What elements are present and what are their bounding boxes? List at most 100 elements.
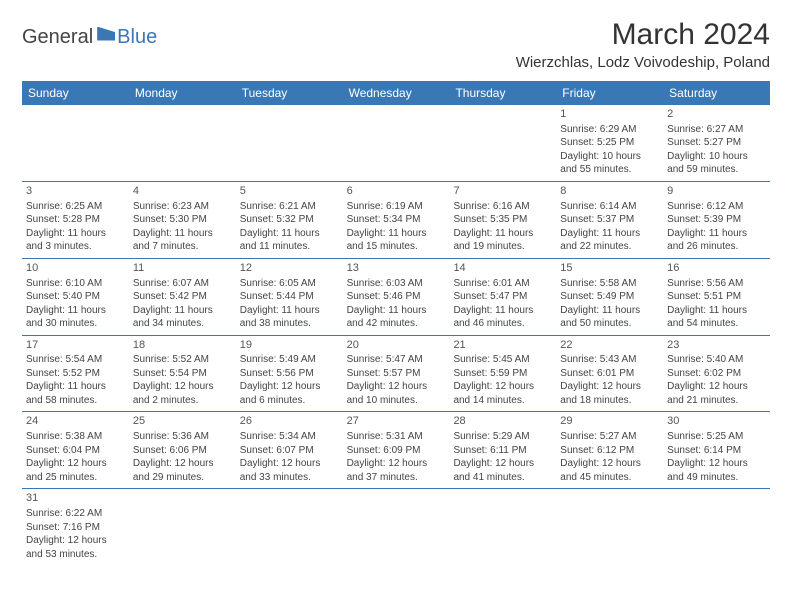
week-row: 31Sunrise: 6:22 AMSunset: 7:16 PMDayligh…: [22, 489, 770, 565]
day-number: 28: [453, 414, 552, 429]
day-number: 10: [26, 261, 125, 276]
day-cell-14: 14Sunrise: 6:01 AMSunset: 5:47 PMDayligh…: [449, 259, 556, 335]
day-cell-3: 3Sunrise: 6:25 AMSunset: 5:28 PMDaylight…: [22, 182, 129, 258]
day-cell-2: 2Sunrise: 6:27 AMSunset: 5:27 PMDaylight…: [663, 105, 770, 181]
daylight-text: Daylight: 11 hours and 7 minutes.: [133, 227, 232, 254]
sunset-text: Sunset: 5:52 PM: [26, 367, 125, 381]
day-header-friday: Friday: [556, 81, 663, 105]
day-cell-29: 29Sunrise: 5:27 AMSunset: 6:12 PMDayligh…: [556, 412, 663, 488]
daylight-text: Daylight: 11 hours and 46 minutes.: [453, 304, 552, 331]
sunset-text: Sunset: 6:12 PM: [560, 444, 659, 458]
day-number: 29: [560, 414, 659, 429]
day-cell-28: 28Sunrise: 5:29 AMSunset: 6:11 PMDayligh…: [449, 412, 556, 488]
day-cell-15: 15Sunrise: 5:58 AMSunset: 5:49 PMDayligh…: [556, 259, 663, 335]
sunrise-text: Sunrise: 5:45 AM: [453, 353, 552, 367]
day-number: 14: [453, 261, 552, 276]
day-cell-12: 12Sunrise: 6:05 AMSunset: 5:44 PMDayligh…: [236, 259, 343, 335]
daylight-text: Daylight: 11 hours and 34 minutes.: [133, 304, 232, 331]
sunrise-text: Sunrise: 6:03 AM: [347, 277, 446, 291]
week-row: 1Sunrise: 6:29 AMSunset: 5:25 PMDaylight…: [22, 105, 770, 182]
empty-cell: [556, 489, 663, 565]
week-row: 10Sunrise: 6:10 AMSunset: 5:40 PMDayligh…: [22, 259, 770, 336]
daylight-text: Daylight: 11 hours and 42 minutes.: [347, 304, 446, 331]
sunrise-text: Sunrise: 6:01 AM: [453, 277, 552, 291]
sunrise-text: Sunrise: 6:22 AM: [26, 507, 125, 521]
day-number: 8: [560, 184, 659, 199]
day-number: 26: [240, 414, 339, 429]
sunrise-text: Sunrise: 5:31 AM: [347, 430, 446, 444]
day-number: 16: [667, 261, 766, 276]
day-number: 25: [133, 414, 232, 429]
day-cell-8: 8Sunrise: 6:14 AMSunset: 5:37 PMDaylight…: [556, 182, 663, 258]
empty-cell: [22, 105, 129, 181]
sunrise-text: Sunrise: 6:29 AM: [560, 123, 659, 137]
daylight-text: Daylight: 11 hours and 58 minutes.: [26, 380, 125, 407]
daylight-text: Daylight: 12 hours and 10 minutes.: [347, 380, 446, 407]
sunrise-text: Sunrise: 5:49 AM: [240, 353, 339, 367]
day-number: 11: [133, 261, 232, 276]
sunrise-text: Sunrise: 5:40 AM: [667, 353, 766, 367]
day-cell-19: 19Sunrise: 5:49 AMSunset: 5:56 PMDayligh…: [236, 336, 343, 412]
sunset-text: Sunset: 5:32 PM: [240, 213, 339, 227]
sunrise-text: Sunrise: 6:16 AM: [453, 200, 552, 214]
day-cell-11: 11Sunrise: 6:07 AMSunset: 5:42 PMDayligh…: [129, 259, 236, 335]
day-number: 7: [453, 184, 552, 199]
daylight-text: Daylight: 11 hours and 15 minutes.: [347, 227, 446, 254]
day-cell-25: 25Sunrise: 5:36 AMSunset: 6:06 PMDayligh…: [129, 412, 236, 488]
sunset-text: Sunset: 5:42 PM: [133, 290, 232, 304]
sunset-text: Sunset: 5:25 PM: [560, 136, 659, 150]
empty-cell: [343, 105, 450, 181]
daylight-text: Daylight: 11 hours and 19 minutes.: [453, 227, 552, 254]
sunrise-text: Sunrise: 6:23 AM: [133, 200, 232, 214]
sunset-text: Sunset: 7:16 PM: [26, 521, 125, 535]
day-cell-24: 24Sunrise: 5:38 AMSunset: 6:04 PMDayligh…: [22, 412, 129, 488]
sunrise-text: Sunrise: 5:54 AM: [26, 353, 125, 367]
sunset-text: Sunset: 5:37 PM: [560, 213, 659, 227]
day-number: 13: [347, 261, 446, 276]
day-cell-13: 13Sunrise: 6:03 AMSunset: 5:46 PMDayligh…: [343, 259, 450, 335]
day-number: 12: [240, 261, 339, 276]
daylight-text: Daylight: 12 hours and 37 minutes.: [347, 457, 446, 484]
day-number: 6: [347, 184, 446, 199]
day-cell-5: 5Sunrise: 6:21 AMSunset: 5:32 PMDaylight…: [236, 182, 343, 258]
daylight-text: Daylight: 10 hours and 55 minutes.: [560, 150, 659, 177]
sunrise-text: Sunrise: 6:07 AM: [133, 277, 232, 291]
daylight-text: Daylight: 11 hours and 3 minutes.: [26, 227, 125, 254]
day-cell-27: 27Sunrise: 5:31 AMSunset: 6:09 PMDayligh…: [343, 412, 450, 488]
sunset-text: Sunset: 5:30 PM: [133, 213, 232, 227]
empty-cell: [236, 105, 343, 181]
sunrise-text: Sunrise: 6:19 AM: [347, 200, 446, 214]
daylight-text: Daylight: 11 hours and 26 minutes.: [667, 227, 766, 254]
day-number: 17: [26, 338, 125, 353]
sunset-text: Sunset: 5:57 PM: [347, 367, 446, 381]
daylight-text: Daylight: 12 hours and 49 minutes.: [667, 457, 766, 484]
day-header-row: SundayMondayTuesdayWednesdayThursdayFrid…: [22, 81, 770, 105]
daylight-text: Daylight: 12 hours and 25 minutes.: [26, 457, 125, 484]
day-header-thursday: Thursday: [449, 81, 556, 105]
daylight-text: Daylight: 12 hours and 29 minutes.: [133, 457, 232, 484]
sunset-text: Sunset: 6:04 PM: [26, 444, 125, 458]
logo-flag-icon: [97, 27, 115, 41]
sunset-text: Sunset: 5:51 PM: [667, 290, 766, 304]
week-row: 3Sunrise: 6:25 AMSunset: 5:28 PMDaylight…: [22, 182, 770, 259]
day-cell-7: 7Sunrise: 6:16 AMSunset: 5:35 PMDaylight…: [449, 182, 556, 258]
sunset-text: Sunset: 5:27 PM: [667, 136, 766, 150]
empty-cell: [129, 489, 236, 565]
sunset-text: Sunset: 5:39 PM: [667, 213, 766, 227]
sunset-text: Sunset: 5:54 PM: [133, 367, 232, 381]
day-number: 3: [26, 184, 125, 199]
day-number: 5: [240, 184, 339, 199]
sunset-text: Sunset: 5:47 PM: [453, 290, 552, 304]
empty-cell: [449, 489, 556, 565]
daylight-text: Daylight: 12 hours and 33 minutes.: [240, 457, 339, 484]
sunrise-text: Sunrise: 6:14 AM: [560, 200, 659, 214]
daylight-text: Daylight: 11 hours and 38 minutes.: [240, 304, 339, 331]
sunset-text: Sunset: 5:35 PM: [453, 213, 552, 227]
day-cell-9: 9Sunrise: 6:12 AMSunset: 5:39 PMDaylight…: [663, 182, 770, 258]
sunrise-text: Sunrise: 6:12 AM: [667, 200, 766, 214]
empty-cell: [663, 489, 770, 565]
day-cell-31: 31Sunrise: 6:22 AMSunset: 7:16 PMDayligh…: [22, 489, 129, 565]
logo-text-general: General: [22, 26, 93, 49]
day-number: 27: [347, 414, 446, 429]
day-number: 18: [133, 338, 232, 353]
